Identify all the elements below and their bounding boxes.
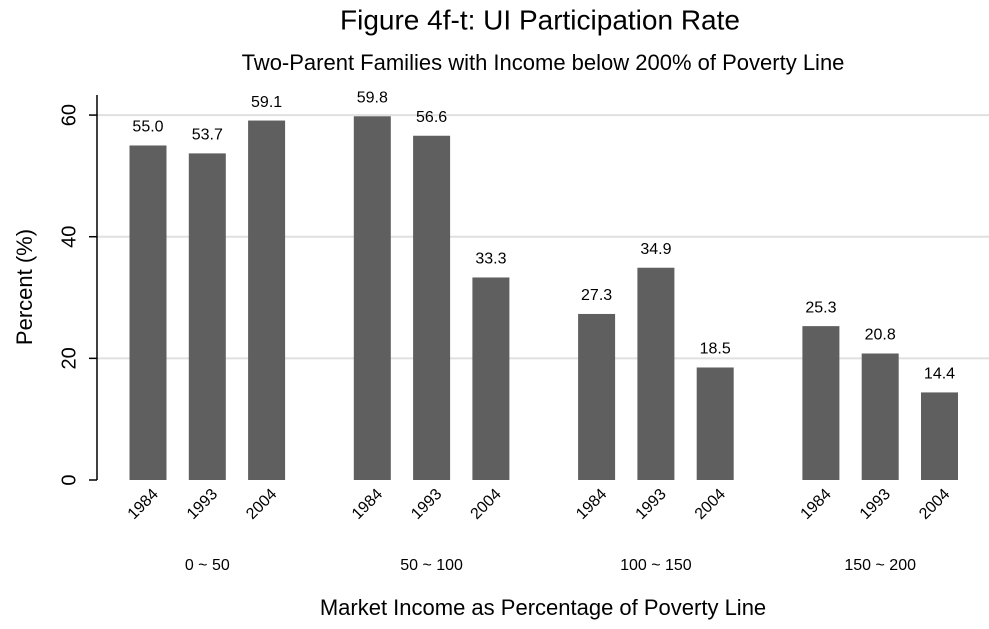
value-label: 25.3 xyxy=(805,299,836,316)
value-label: 33.3 xyxy=(475,251,506,268)
chart-title: Figure 4f-t: UI Participation Rate xyxy=(340,4,740,35)
x-tick-label: 2004 xyxy=(243,486,280,523)
bar xyxy=(472,277,510,480)
x-tick-label: 2004 xyxy=(916,486,953,523)
bar xyxy=(188,153,226,481)
value-label: 34.9 xyxy=(640,241,671,258)
x-tick-label: 1984 xyxy=(573,486,610,523)
value-label: 18.5 xyxy=(700,341,731,358)
x-tick-label: 1993 xyxy=(857,486,894,523)
value-label: 53.7 xyxy=(192,127,223,144)
bar xyxy=(802,326,840,480)
y-tick-label: 20 xyxy=(58,347,80,369)
bar xyxy=(637,267,675,480)
x-tick-label: 1984 xyxy=(798,486,835,523)
bar xyxy=(696,367,734,480)
bar xyxy=(353,116,391,480)
x-tick-label: 1993 xyxy=(408,486,445,523)
value-label: 59.1 xyxy=(251,94,282,111)
y-tick-label: 0 xyxy=(58,474,80,485)
value-label: 20.8 xyxy=(865,327,896,344)
group-label: 100 ~ 150 xyxy=(620,557,692,574)
value-label: 59.8 xyxy=(357,90,388,107)
y-axis-title: Percent (%) xyxy=(12,229,37,345)
y-tick-label: 40 xyxy=(58,226,80,248)
x-tick-label: 1984 xyxy=(125,486,162,523)
x-tick-label: 1993 xyxy=(184,486,221,523)
x-tick-label: 2004 xyxy=(692,486,729,523)
group-label: 50 ~ 100 xyxy=(400,557,463,574)
bar xyxy=(861,353,899,480)
bar xyxy=(921,392,958,480)
group-label: 150 ~ 200 xyxy=(844,557,916,574)
x-tick-label: 1993 xyxy=(633,486,670,523)
x-tick-label: 1984 xyxy=(349,486,386,523)
value-label: 27.3 xyxy=(581,287,612,304)
bar xyxy=(578,313,616,480)
value-label: 14.4 xyxy=(924,366,955,383)
x-tick-label: 2004 xyxy=(468,486,505,523)
bar xyxy=(413,135,451,480)
chart-subtitle: Two-Parent Families with Income below 20… xyxy=(242,50,845,75)
value-label: 55.0 xyxy=(132,119,163,136)
y-tick-label: 60 xyxy=(58,104,80,126)
value-label: 56.6 xyxy=(416,109,447,126)
x-axis-title: Market Income as Percentage of Poverty L… xyxy=(320,595,766,620)
group-label: 0 ~ 50 xyxy=(185,557,230,574)
bar xyxy=(248,120,286,481)
bar xyxy=(129,145,167,481)
